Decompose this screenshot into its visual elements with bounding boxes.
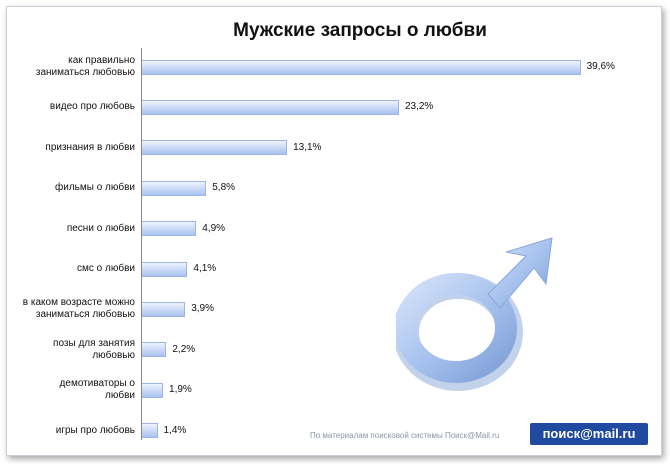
data-label: 1,4%: [163, 424, 187, 436]
bar: [142, 221, 197, 237]
category-label-line: признания в любви: [45, 141, 135, 153]
bar: [142, 140, 288, 156]
category-label-line: как правильно: [68, 55, 135, 66]
category-label: как правильно заниматься любовью: [10, 55, 135, 79]
bar: [142, 99, 399, 115]
category-label-line: игры про любовь: [55, 424, 135, 436]
category-label-line: в каком возрасте можно: [22, 297, 135, 309]
y-axis-line: [141, 48, 142, 440]
category-label-line: любовью: [92, 349, 135, 361]
bar: [142, 423, 158, 439]
category-label-line: видео про любовь: [49, 101, 135, 113]
category-label: в каком возрасте можно заниматься любовью: [10, 297, 135, 321]
chart-frame: [6, 6, 662, 456]
category-label: игры про любовь: [10, 425, 135, 437]
category-label: смс о любви: [10, 263, 135, 275]
category-label-line: позы для занятия: [53, 337, 135, 349]
data-label: 4,1%: [193, 263, 217, 274]
category-label-line: песни о любви: [66, 222, 135, 234]
category-label-line: любви: [105, 390, 135, 402]
category-label-line: смс о любви: [77, 263, 135, 274]
bar: [142, 342, 167, 358]
mail-ru-logo[interactable]: поиск@mail.ru: [530, 423, 648, 445]
data-label: 4,9%: [202, 222, 226, 234]
category-label: видео про любовь: [10, 101, 135, 113]
category-label: песни о любви: [10, 223, 135, 235]
source-note: По материалам поисковой системы Поиск@Ma…: [310, 431, 500, 440]
category-label: фильмы о любви: [10, 182, 135, 194]
data-label: 1,9%: [169, 384, 192, 396]
bar: [142, 261, 188, 277]
bar: [142, 301, 186, 317]
data-label: 2,2%: [172, 343, 196, 355]
category-label-line: заниматься любовью: [35, 67, 135, 78]
bar: [142, 180, 207, 196]
data-label: 3,9%: [191, 303, 214, 315]
bar: [142, 382, 164, 398]
data-label: 13,1%: [293, 141, 322, 153]
category-label: позы для занятия любовью: [10, 338, 135, 362]
category-label: признания в любви: [10, 142, 135, 154]
category-label: демотиваторы о любви: [10, 378, 135, 402]
category-label-line: заниматься любовью: [35, 309, 135, 321]
data-label: 5,8%: [212, 182, 236, 194]
data-label: 39,6%: [586, 61, 615, 72]
category-label-line: фильмы о любви: [55, 182, 135, 194]
male-symbol-icon: [396, 237, 553, 391]
data-label: 23,2%: [404, 101, 434, 113]
category-label-line: демотиваторы о: [59, 378, 135, 390]
chart-title: Мужские запросы о любви: [233, 20, 487, 41]
bar: [142, 59, 581, 75]
